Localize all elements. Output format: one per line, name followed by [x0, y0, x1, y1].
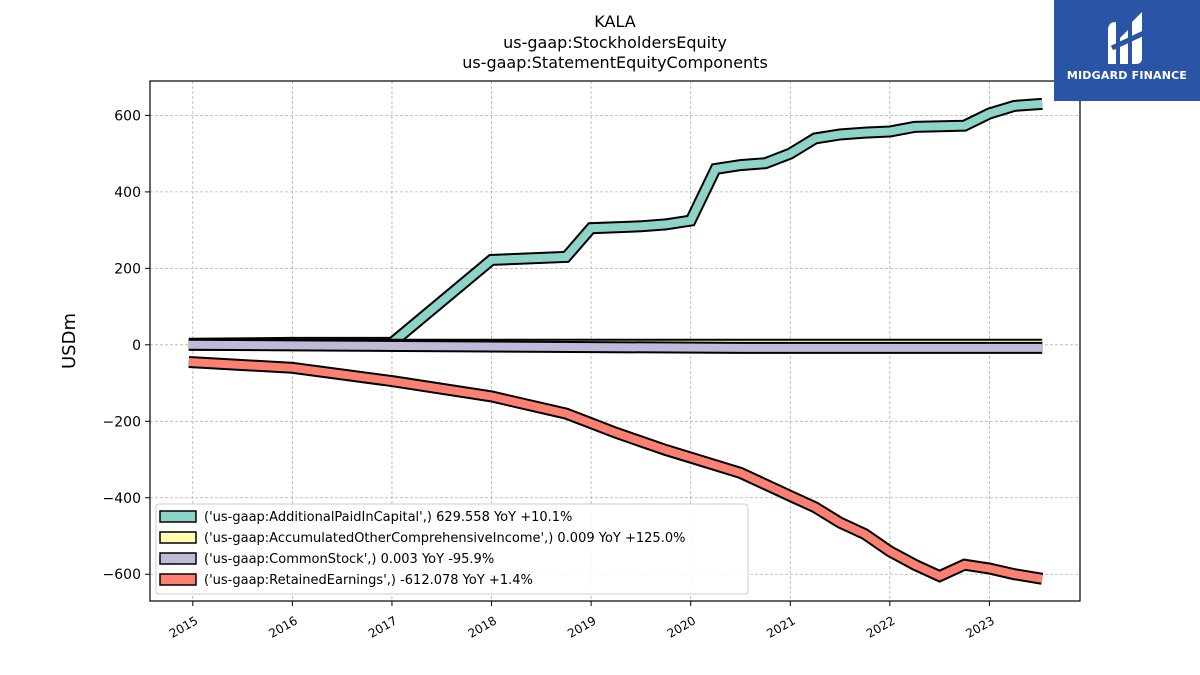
x-tick-label: 2016 — [266, 613, 299, 640]
chart-title-line-3: us-gaap:StatementEquityComponents — [462, 53, 768, 72]
x-tick-label: 2020 — [665, 613, 698, 640]
y-tick-label: 400 — [114, 185, 141, 201]
y-tick-label: −200 — [103, 414, 141, 430]
legend-entry-1: ('us-gaap:AccumulatedOtherComprehensiveI… — [204, 531, 685, 546]
y-tick-label: 200 — [114, 261, 141, 277]
y-tick-label: −400 — [103, 491, 141, 507]
y-tick-label: 600 — [114, 108, 141, 124]
logo-text: MIDGARD FINANCE — [1066, 69, 1188, 82]
legend-swatch-2 — [159, 552, 197, 565]
chart-title-line-1: KALA — [594, 12, 636, 31]
x-tick-label: 2015 — [167, 613, 200, 640]
y-tick-label: −600 — [103, 567, 141, 583]
x-tick-label: 2017 — [366, 613, 399, 640]
series-line-2 — [188, 340, 1043, 352]
x-tick-label: 2021 — [764, 613, 797, 640]
legend-entry-0: ('us-gaap:AdditionalPaidInCapital',) 629… — [204, 510, 572, 525]
chart-title-line-2: us-gaap:StockholdersEquity — [503, 33, 727, 52]
legend-entry-3: ('us-gaap:RetainedEarnings',) -612.078 Y… — [204, 573, 533, 588]
midgard-finance-logo: MIDGARD FINANCE — [1054, 0, 1200, 101]
legend-swatch-1 — [159, 531, 197, 544]
legend-swatch-0 — [159, 510, 197, 523]
legend-swatch-3 — [159, 573, 197, 586]
x-tick-label: 2018 — [466, 613, 499, 640]
series-line-0 — [188, 99, 1043, 348]
legend-box — [155, 503, 749, 595]
y-axis-label: USDm — [59, 313, 80, 369]
series-line-3 — [188, 358, 1043, 583]
legend-entry-2: ('us-gaap:CommonStock',) 0.003 YoY -95.9… — [204, 552, 494, 567]
x-tick-label: 2023 — [963, 613, 996, 640]
midgard-logo-icon — [1108, 12, 1148, 64]
y-tick-label: 0 — [132, 338, 141, 354]
x-tick-label: 2022 — [864, 613, 897, 640]
plot-frame — [149, 80, 1081, 602]
x-tick-label: 2019 — [565, 613, 598, 640]
